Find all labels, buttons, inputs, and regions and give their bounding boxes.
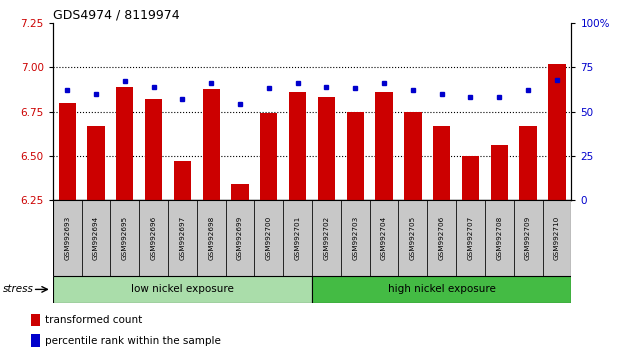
Text: GSM992704: GSM992704: [381, 216, 387, 260]
Bar: [88, 126, 104, 200]
Bar: [197, 200, 225, 276]
Bar: [404, 112, 422, 200]
Text: GSM992707: GSM992707: [468, 216, 473, 260]
Bar: [53, 200, 81, 276]
Bar: [174, 161, 191, 200]
Bar: [202, 88, 220, 200]
Bar: [456, 200, 485, 276]
Bar: [225, 200, 255, 276]
Bar: [433, 126, 450, 200]
Bar: [139, 200, 168, 276]
Text: GSM992706: GSM992706: [438, 216, 445, 260]
Bar: [376, 92, 392, 200]
Text: high nickel exposure: high nickel exposure: [388, 284, 496, 295]
Bar: [111, 200, 139, 276]
Text: GSM992703: GSM992703: [352, 216, 358, 260]
Bar: [81, 200, 111, 276]
Bar: [30, 334, 40, 347]
Bar: [485, 200, 514, 276]
Bar: [255, 200, 283, 276]
Text: GSM992693: GSM992693: [64, 216, 70, 260]
Text: GDS4974 / 8119974: GDS4974 / 8119974: [53, 9, 179, 22]
Text: GSM992696: GSM992696: [151, 216, 156, 260]
Bar: [30, 314, 40, 326]
Bar: [260, 113, 278, 200]
Bar: [514, 200, 543, 276]
Bar: [399, 200, 427, 276]
Text: GSM992697: GSM992697: [179, 216, 186, 260]
Bar: [519, 126, 537, 200]
Bar: [312, 200, 341, 276]
Bar: [491, 145, 508, 200]
Text: GSM992705: GSM992705: [410, 216, 416, 260]
Text: GSM992710: GSM992710: [554, 216, 560, 260]
Bar: [145, 99, 162, 200]
Text: GSM992709: GSM992709: [525, 216, 531, 260]
Bar: [168, 200, 197, 276]
Text: GSM992702: GSM992702: [324, 216, 330, 260]
Bar: [53, 276, 312, 303]
Text: transformed count: transformed count: [45, 315, 143, 325]
Text: GSM992695: GSM992695: [122, 216, 128, 260]
Bar: [289, 92, 306, 200]
Bar: [341, 200, 369, 276]
Bar: [427, 200, 456, 276]
Text: percentile rank within the sample: percentile rank within the sample: [45, 336, 221, 346]
Bar: [369, 200, 399, 276]
Bar: [347, 112, 364, 200]
Bar: [318, 97, 335, 200]
Text: GSM992700: GSM992700: [266, 216, 272, 260]
Bar: [462, 156, 479, 200]
Bar: [58, 103, 76, 200]
Bar: [548, 64, 566, 200]
Text: GSM992701: GSM992701: [294, 216, 301, 260]
Text: GSM992708: GSM992708: [496, 216, 502, 260]
Bar: [232, 184, 248, 200]
Text: GSM992698: GSM992698: [208, 216, 214, 260]
Text: stress: stress: [3, 284, 34, 295]
Bar: [312, 276, 571, 303]
Text: low nickel exposure: low nickel exposure: [131, 284, 234, 295]
Text: GSM992699: GSM992699: [237, 216, 243, 260]
Bar: [543, 200, 571, 276]
Text: GSM992694: GSM992694: [93, 216, 99, 260]
Bar: [116, 87, 134, 200]
Bar: [283, 200, 312, 276]
